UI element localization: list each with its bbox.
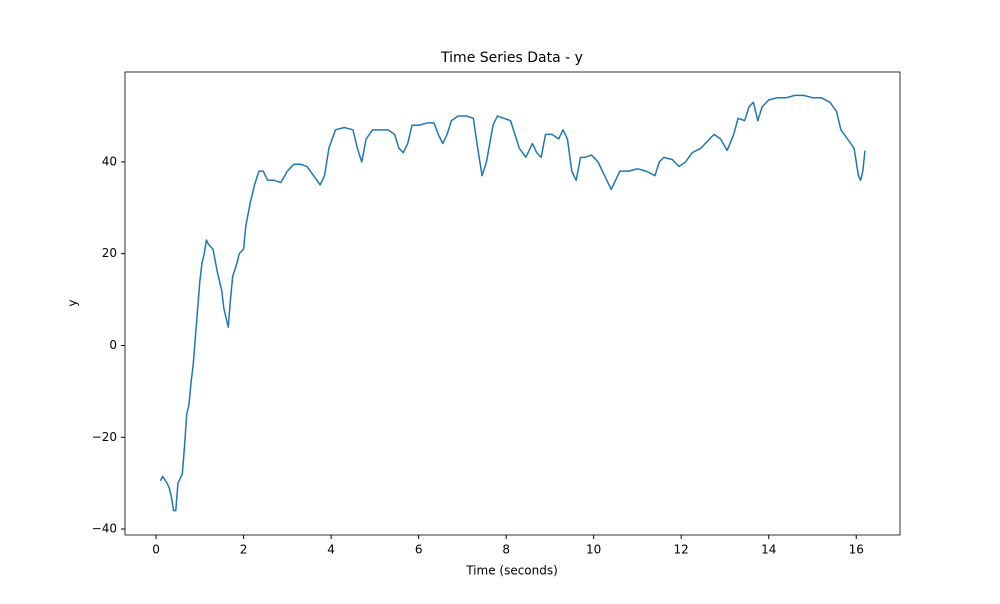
x-tick-label: 6 xyxy=(415,543,423,557)
x-tick-label: 16 xyxy=(849,543,864,557)
x-tick-label: 0 xyxy=(152,543,160,557)
y-axis-label: y xyxy=(66,299,80,306)
y-tick-label: 0 xyxy=(109,338,117,352)
chart-title: Time Series Data - y xyxy=(440,50,583,66)
plot-frame xyxy=(124,71,901,536)
y-tick-label: −20 xyxy=(92,430,117,444)
x-tick-label: 2 xyxy=(240,543,248,557)
x-tick-label: 14 xyxy=(761,543,776,557)
y-tick-label: 40 xyxy=(102,154,117,168)
x-tick-label: 8 xyxy=(502,543,510,557)
y-tick-label: 20 xyxy=(102,246,117,260)
x-tick-label: 12 xyxy=(674,543,689,557)
data-line xyxy=(159,94,866,512)
x-tick-label: 4 xyxy=(327,543,335,557)
x-axis-label: Time (seconds) xyxy=(465,564,558,578)
y-tick-label: −40 xyxy=(92,522,117,536)
x-tick-label: 10 xyxy=(586,543,601,557)
